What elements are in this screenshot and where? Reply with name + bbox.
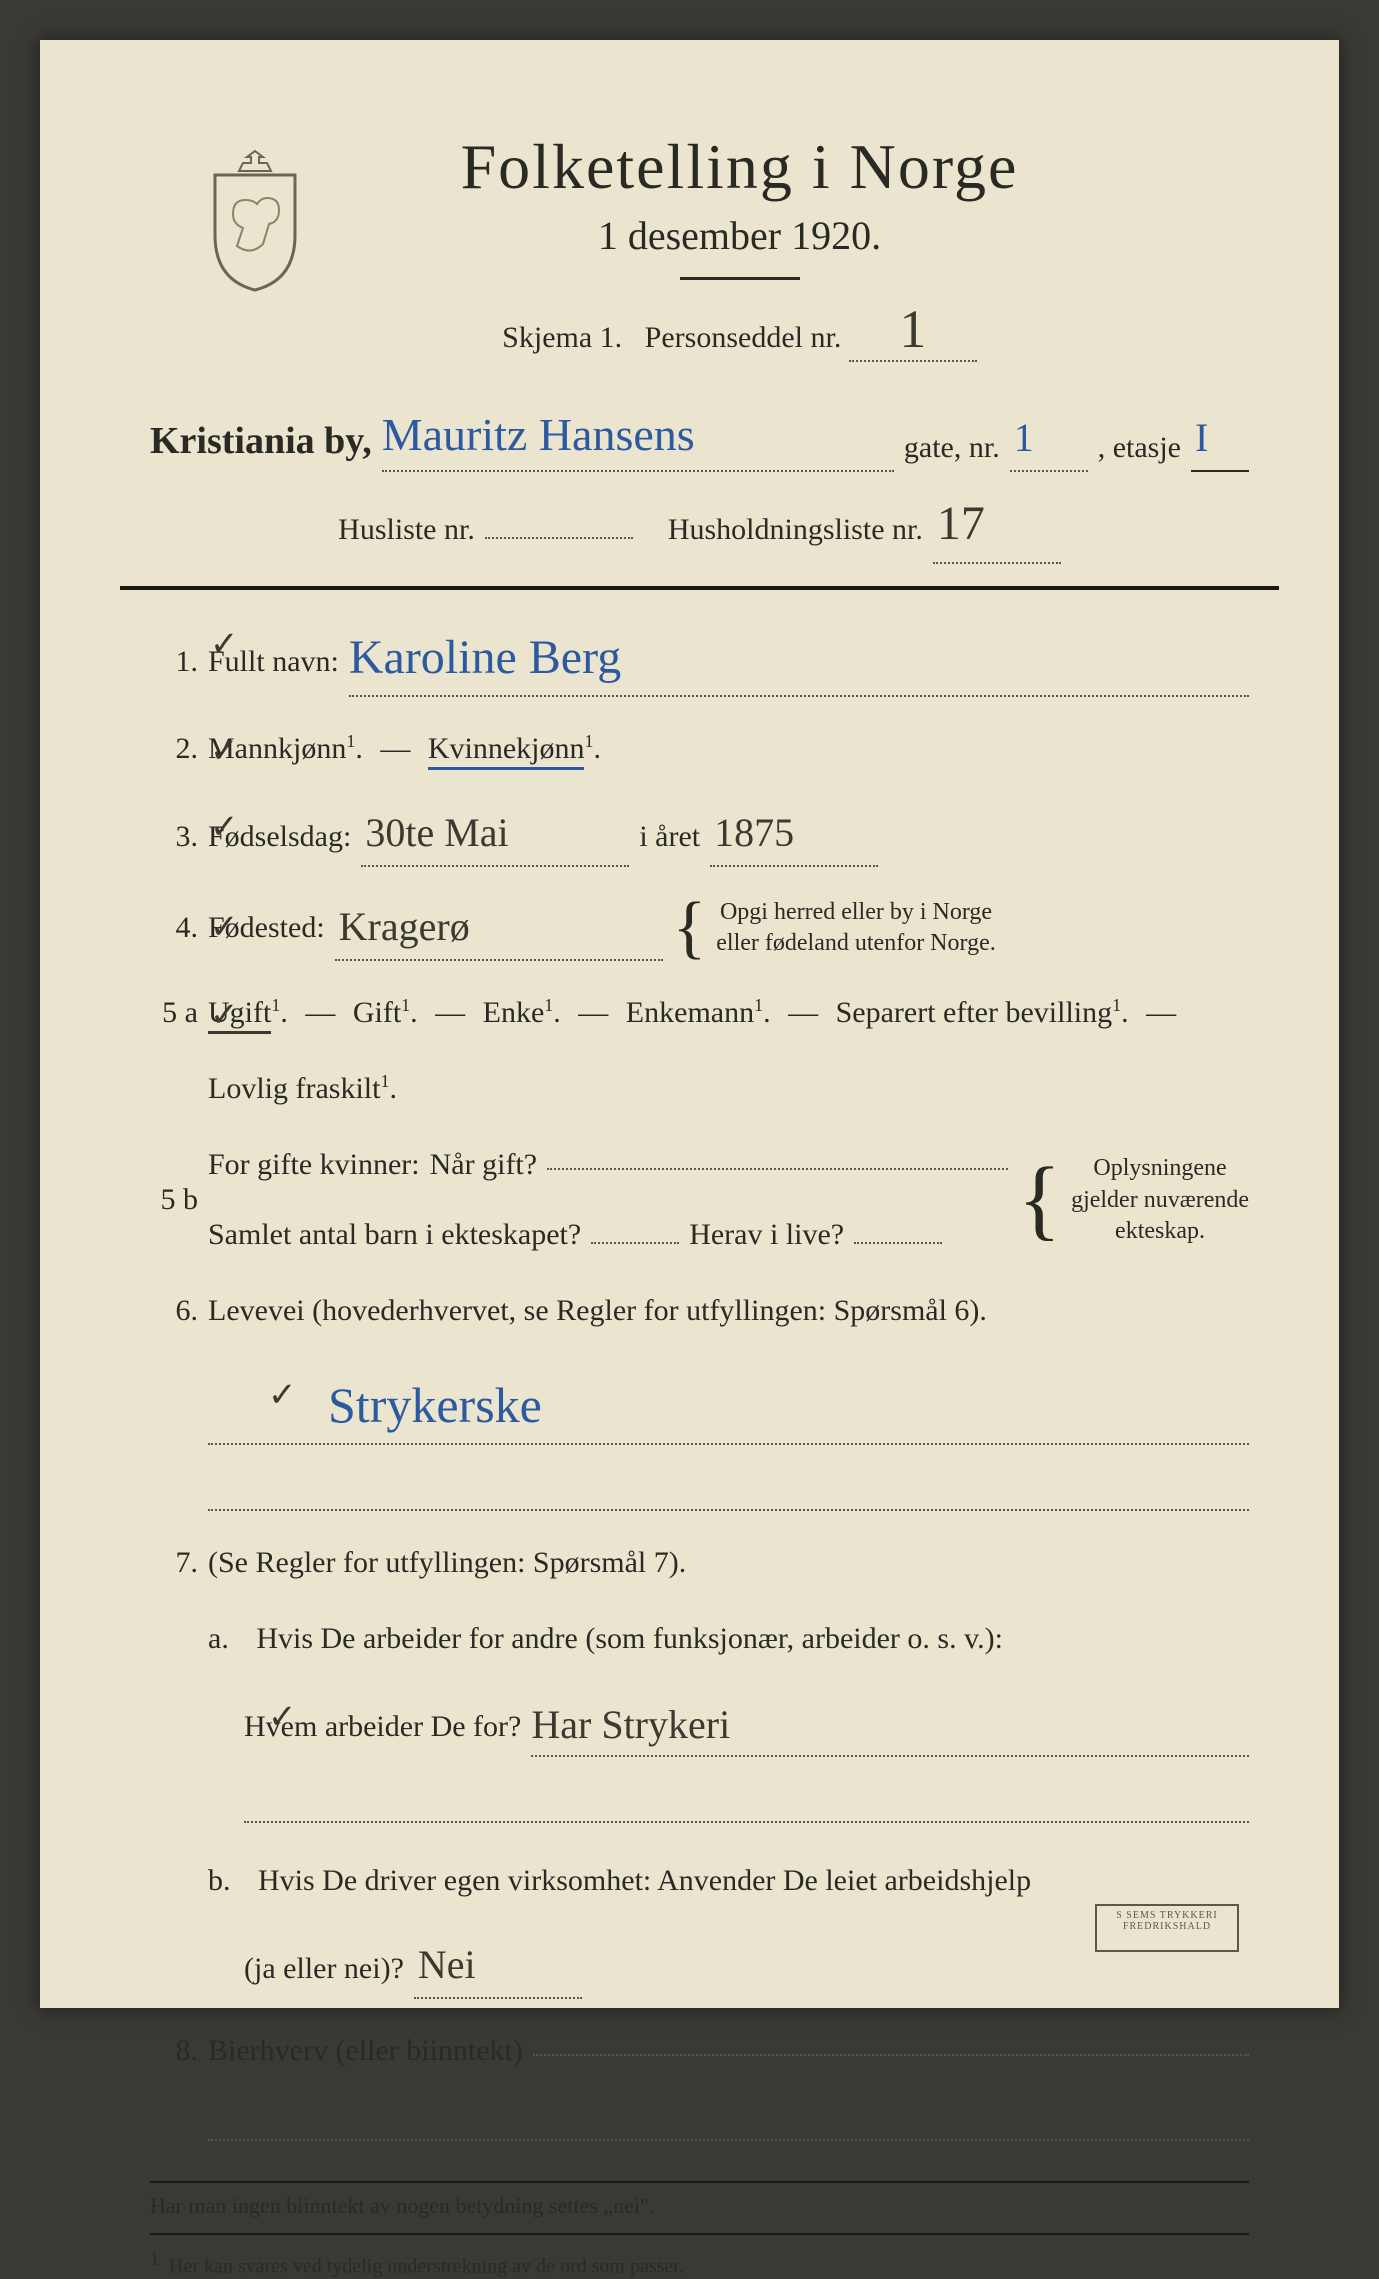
footer-note: Har man ingen biinntekt av nogen betydni… [150,2193,1249,2219]
checkmark-icon: ✓ [210,901,239,955]
q5b-blank3 [854,1242,942,1244]
etasje-value: I [1195,415,1208,460]
brace-icon: { [673,903,707,953]
q5b-note: Oplysningenegjelder nuværendeekteskap. [1071,1153,1249,1247]
husliste-value [485,537,633,539]
q8-blank [533,2054,1249,2056]
q5a-enkemann: Enkemann1. [626,989,771,1037]
q7a-text: Hvis De arbeider for andre (som funksjon… [256,1615,1003,1663]
q3-mid: i året [639,813,700,861]
q-num: 1. [150,638,198,686]
q4-note: Opgi herred eller by i Norgeeller fødela… [716,897,995,959]
husliste-label: Husliste nr. [338,506,475,554]
census-form-page: Folketelling i Norge 1 desember 1920. Sk… [40,40,1339,2008]
q6-blank-line [208,1475,1249,1511]
q5a-fraskilt: Lovlig fraskilt1. [208,1065,397,1113]
q-num: 5 b [150,1176,198,1224]
coat-of-arms-icon [200,145,310,295]
form-date: 1 desember 1920. [230,212,1249,259]
divider [120,586,1279,590]
etasje-label: , etasje [1098,424,1181,472]
form-title: Folketelling i Norge [230,130,1249,204]
title-divider [680,277,800,280]
q7-label: (Se Regler for utfyllingen: Spørsmål 7). [208,1539,686,1587]
city-label: Kristiania by, [150,411,372,472]
checkmark-icon: ✓ [268,1691,297,1745]
gate-nr: 1 [1014,415,1034,460]
q5a-separert: Separert efter bevilling1. [836,989,1129,1037]
q-num: 7. [150,1539,198,1587]
q5b-l2a: Samlet antal barn i ekteskapet? [208,1211,581,1259]
q-num: 6. [150,1287,198,1335]
q8-blank-line [208,2105,1249,2141]
q-num: 3. [150,813,198,861]
q7a-label: a. [208,1615,229,1663]
checkmark-icon: ✓ [210,989,239,1043]
skjema-label: Skjema 1. [502,321,622,354]
q5b-blank2 [591,1242,679,1244]
q-num: 8. [150,2027,198,2075]
divider [150,2181,1249,2183]
q1-value: Karoline Berg [349,631,621,684]
gate-label: gate, nr. [904,424,1000,472]
q7a-blank-line [244,1787,1249,1823]
q7b-q: (ja eller nei)? [244,1945,404,1993]
printer-stamp: S SEMS TRYKKERIFREDRIKSHALD [1095,1904,1239,1952]
divider [150,2233,1249,2235]
q5b-blank1 [547,1168,1008,1170]
q3-day: 30te Mai [365,810,508,855]
street-value: Mauritz Hansens [382,409,695,460]
checkmark-icon: ✓ [210,618,239,672]
personseddel-label: Personseddel nr. [645,321,842,354]
footnote: 1 Her kan svares ved tydelig understrekn… [150,2249,1249,2279]
q5b-l1a: For gifte kvinner: [208,1141,420,1189]
q4-value: Kragerø [339,904,470,949]
q6-value: Strykerske [208,1377,542,1433]
q3-year: 1875 [714,810,794,855]
q-num: 4. [150,904,198,952]
husholdning-nr: 17 [937,497,985,550]
q7b-label: b. [208,1857,231,1905]
q7b-value: Nei [418,1942,476,1987]
q5b-l2b: Herav i live? [689,1211,844,1259]
q5a-enke: Enke1. [483,989,561,1037]
q8-label: Bierhverv (eller biinntekt) [208,2027,523,2075]
brace-icon: { [1018,1175,1061,1225]
q5b-l1b: Når gift? [430,1141,537,1189]
personseddel-nr: 1 [899,299,926,359]
q5a-gift: Gift1. [353,989,418,1037]
q2-opt-female: Kvinnekjønn1. [428,725,601,773]
q-num: 2. [150,725,198,773]
q7a-value: Har Strykeri [531,1702,730,1747]
q7b-text: Hvis De driver egen virksomhet: Anvender… [258,1857,1031,1905]
checkmark-icon: ✓ [210,725,239,779]
q6-label: Levevei (hovederhvervet, se Regler for u… [208,1287,987,1335]
q-num: 5 a [150,989,198,1037]
skjema-line: Skjema 1. Personseddel nr. 1 [230,298,1249,362]
husholdning-label: Husholdningsliste nr. [668,506,923,554]
checkmark-icon: ✓ [210,801,239,855]
